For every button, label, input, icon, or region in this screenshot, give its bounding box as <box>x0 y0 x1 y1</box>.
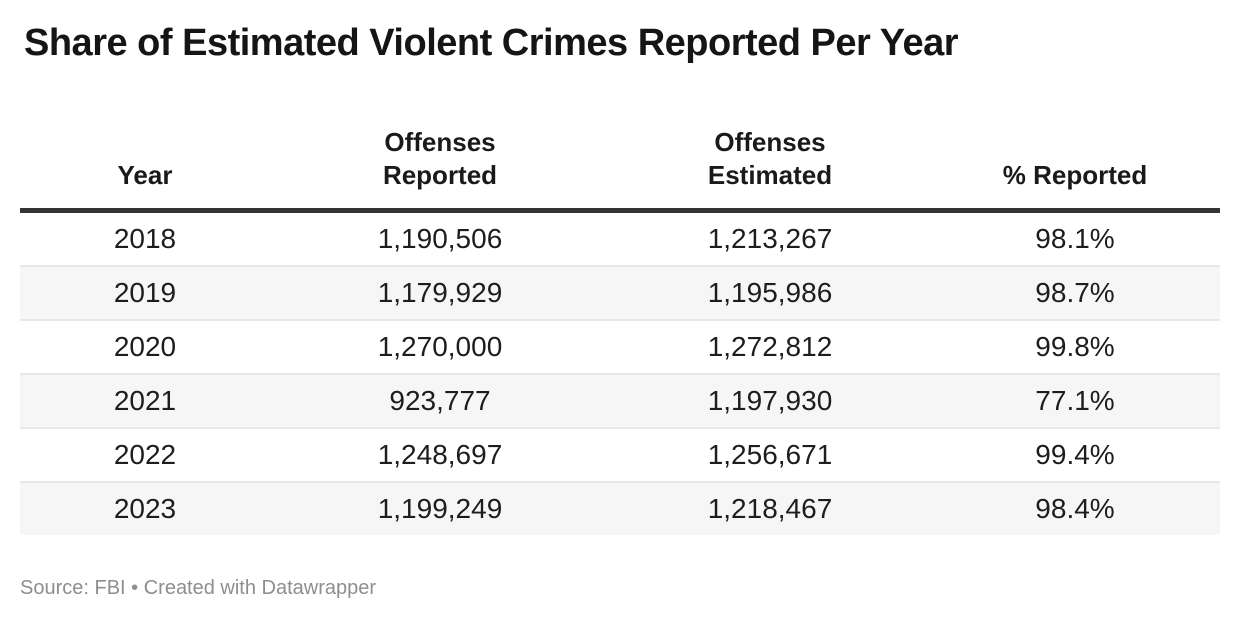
table-header: Year Offenses Reported Offenses Estimate… <box>20 126 1220 213</box>
year-cell: 2018 <box>113 223 177 254</box>
offenses-estimated-cell: 1,197,930 <box>610 373 930 428</box>
offenses-reported-cell: 1,270,000 <box>270 319 610 374</box>
chart-title: Share of Estimated Violent Crimes Report… <box>24 22 959 64</box>
pct-reported-cell: 98.1% <box>1035 223 1115 254</box>
column-header-pct-reported: % Reported <box>930 126 1220 213</box>
year-cell: 2021 <box>20 373 270 428</box>
year-cell: 2022 <box>20 427 270 482</box>
table-header-row: Year Offenses Reported Offenses Estimate… <box>20 126 1220 213</box>
offenses-estimated-cell: 1,256,671 <box>610 427 930 482</box>
offenses-estimated-cell: 1,272,812 <box>610 319 930 374</box>
offenses-reported-cell: 1,190,506 <box>377 223 503 254</box>
table-row: 2022 1,248,697 1,256,671 99.4% <box>20 427 1220 482</box>
table-row: 2018 1,190,506 1,213,267 98.1% <box>20 210 1220 266</box>
pct-reported-cell: 99.8% <box>930 319 1220 374</box>
page-root: Share of Estimated Violent Crimes Report… <box>20 22 1220 599</box>
column-header-offenses-reported: Offenses Reported <box>270 126 610 213</box>
table-row: 2020 1,270,000 1,272,812 99.8% <box>20 319 1220 374</box>
year-cell: 2020 <box>20 319 270 374</box>
offenses-estimated-cell: 1,195,986 <box>610 265 930 320</box>
pct-reported-cell: 77.1% <box>930 373 1220 428</box>
column-header-year: Year <box>20 126 270 213</box>
table-row: 2019 1,179,929 1,195,986 98.7% <box>20 265 1220 320</box>
offenses-reported-cell: 1,199,249 <box>270 481 610 535</box>
pct-reported-cell: 98.4% <box>930 481 1220 535</box>
pct-reported-cell: 99.4% <box>930 427 1220 482</box>
column-header-offenses-estimated: Offenses Estimated <box>610 126 930 213</box>
table-row: 2023 1,199,249 1,218,467 98.4% <box>20 481 1220 535</box>
data-table: Year Offenses Reported Offenses Estimate… <box>20 126 1220 535</box>
pct-reported-cell: 98.7% <box>930 265 1220 320</box>
year-cell: 2019 <box>20 265 270 320</box>
source-attribution: Source: FBI • Created with Datawrapper <box>20 577 377 599</box>
year-cell: 2023 <box>20 481 270 535</box>
offenses-reported-cell: 923,777 <box>270 373 610 428</box>
table-row: 2021 923,777 1,197,930 77.1% <box>20 373 1220 428</box>
offenses-estimated-cell: 1,218,467 <box>610 481 930 535</box>
offenses-reported-cell: 1,248,697 <box>270 427 610 482</box>
table-body: 2018 1,190,506 1,213,267 98.1% 2019 1,17… <box>20 210 1220 535</box>
offenses-reported-cell: 1,179,929 <box>270 265 610 320</box>
offenses-estimated-cell: 1,213,267 <box>707 223 833 254</box>
